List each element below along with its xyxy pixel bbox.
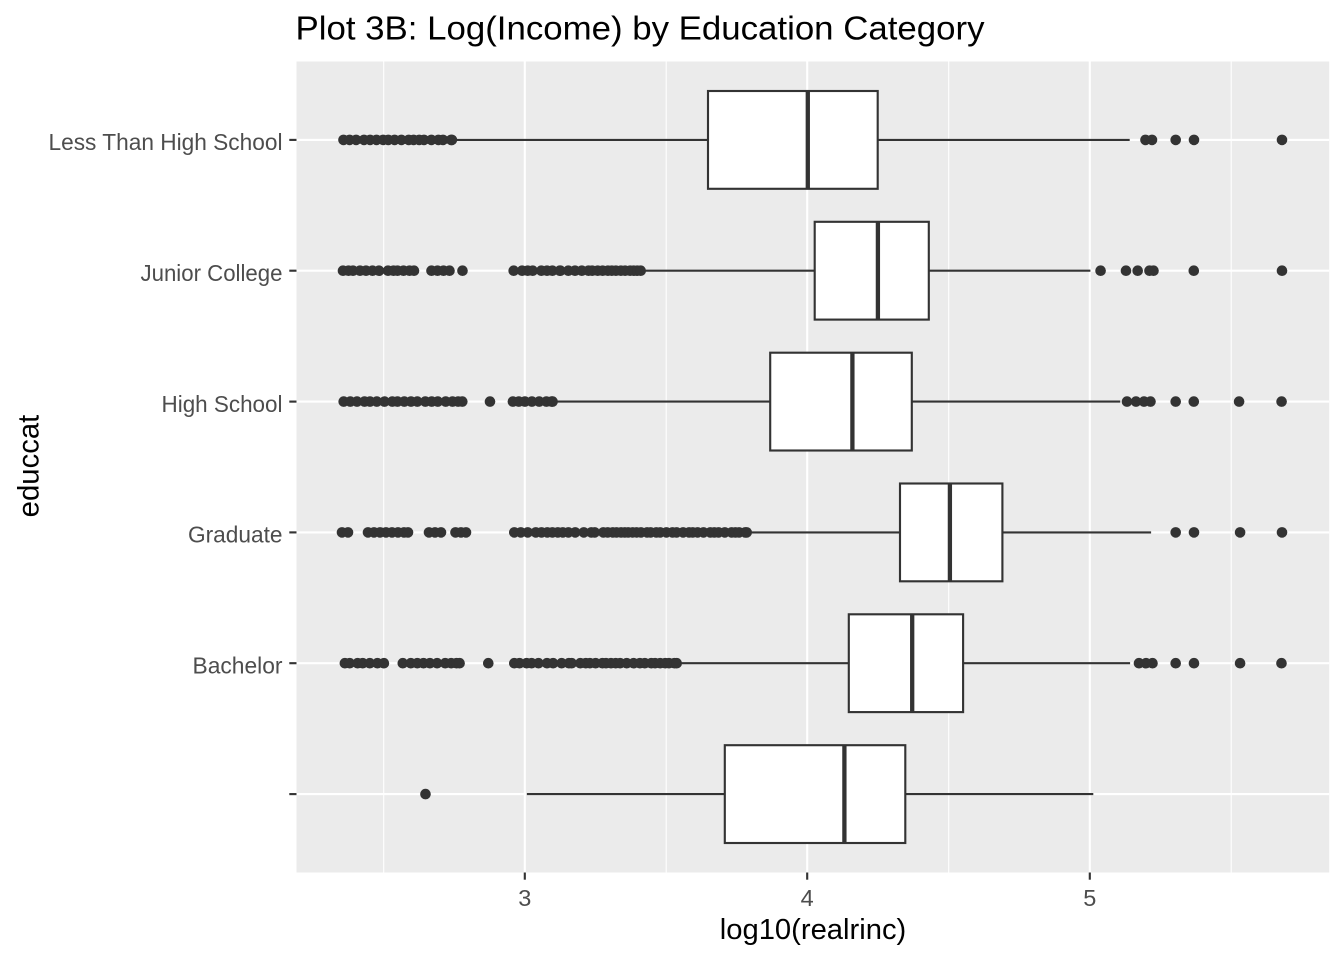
svg-text:Graduate: Graduate: [188, 522, 283, 548]
svg-text:5: 5: [1083, 885, 1096, 911]
svg-text:Plot 3B: Log(Income) by Educat: Plot 3B: Log(Income) by Education Catego…: [296, 10, 986, 47]
svg-text:High School: High School: [162, 391, 283, 417]
svg-text:4: 4: [801, 885, 814, 911]
svg-text:Bachelor: Bachelor: [193, 652, 283, 678]
svg-text:educcat: educcat: [13, 415, 46, 518]
svg-text:3: 3: [518, 885, 531, 911]
svg-text:Junior College: Junior College: [141, 260, 283, 286]
svg-text:Less Than High School: Less Than High School: [49, 129, 283, 155]
svg-text:log10(realrinc): log10(realrinc): [720, 914, 907, 946]
